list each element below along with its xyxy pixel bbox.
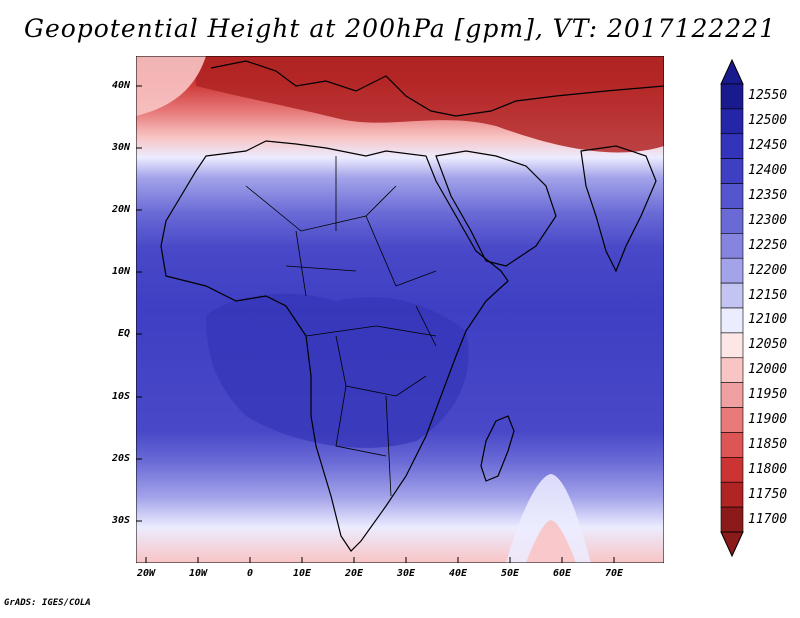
lat-label: 40N [111, 80, 130, 91]
country-borders [245, 156, 437, 497]
madagascar [480, 415, 515, 482]
credit-text: GrADS: IGES/COLA [4, 598, 91, 608]
colorbar-label: 12000 [748, 362, 788, 378]
lat-label: 30S [111, 515, 130, 526]
colorbar-swatch [720, 407, 744, 433]
lat-label: 30N [111, 142, 130, 153]
lat-label: 10N [111, 266, 130, 277]
colorbar-label: 11800 [748, 461, 788, 477]
lon-label: 70E [604, 568, 624, 579]
map-plot [136, 56, 664, 563]
colorbar-label: 12550 [748, 88, 788, 104]
colorbar-swatch [720, 307, 744, 334]
colorbar-label: 11950 [748, 387, 788, 403]
colorbar-swatch [720, 382, 744, 408]
colorbar-label: 11750 [748, 486, 788, 502]
europe-coastline [210, 60, 664, 117]
lon-label: 50E [500, 568, 520, 579]
lat-label: 10S [111, 391, 130, 402]
colorbar-label: 12200 [748, 262, 788, 278]
colorbar-swatch [720, 208, 744, 234]
north-high-core [196, 56, 664, 153]
colorbar-bottom-arrow [720, 531, 744, 558]
colorbar-label: 12050 [748, 337, 788, 353]
map-ticks [136, 85, 615, 563]
chart-title: Geopotential Height at 200hPa [gpm], VT:… [23, 14, 777, 43]
colorbar-swatch [720, 457, 744, 483]
colorbar-label: 12150 [748, 287, 788, 303]
colorbar-swatch [720, 357, 744, 383]
colorbar-label: 12450 [748, 138, 788, 154]
lat-label: 20N [111, 204, 130, 215]
colorbar-top-arrow [720, 58, 744, 85]
colorbar-label: 12350 [748, 188, 788, 203]
india-coastline [580, 145, 657, 273]
colorbar-label: 12400 [748, 163, 788, 179]
lon-label: 10E [292, 568, 312, 579]
colorbar-swatch [720, 158, 744, 184]
colorbar-label: 11700 [748, 511, 788, 527]
arabia-coastline [435, 150, 557, 267]
colorbar-label: 11850 [748, 436, 788, 452]
lon-label: 0 [246, 568, 254, 579]
tropical-core [206, 293, 469, 448]
colorbar-swatch [720, 108, 744, 135]
south-ridge [506, 474, 591, 563]
colorbar-label: 12100 [748, 312, 788, 328]
colorbar-label: 11900 [748, 412, 788, 427]
lon-label: 20W [136, 568, 156, 579]
colorbar-label: 12250 [748, 237, 788, 253]
colorbar-swatch [720, 233, 744, 259]
africa-coastline [160, 140, 509, 552]
lon-label: 20E [344, 568, 364, 579]
lon-label: 60E [552, 568, 572, 579]
south-ridge-core [526, 520, 576, 563]
colorbar-swatch [720, 133, 744, 159]
colorbar-swatch [720, 506, 744, 533]
colorbar-swatch [720, 257, 744, 284]
colorbar-swatch [720, 432, 744, 458]
lat-label: 20S [111, 453, 130, 464]
colorbar [720, 58, 744, 558]
lon-label: 30E [396, 568, 416, 579]
colorbar-label: 12500 [748, 113, 788, 129]
lon-label: 40E [448, 568, 468, 579]
lat-label: EQ [117, 328, 130, 339]
colorbar-swatch [720, 332, 744, 359]
colorbar-swatch [720, 282, 744, 309]
lon-label: 10W [188, 568, 208, 579]
colorbar-swatch [720, 481, 744, 508]
colorbar-swatch [720, 83, 744, 110]
colorbar-swatch [720, 183, 744, 209]
north-west-light [136, 56, 206, 116]
colorbar-label: 12300 [748, 212, 788, 228]
